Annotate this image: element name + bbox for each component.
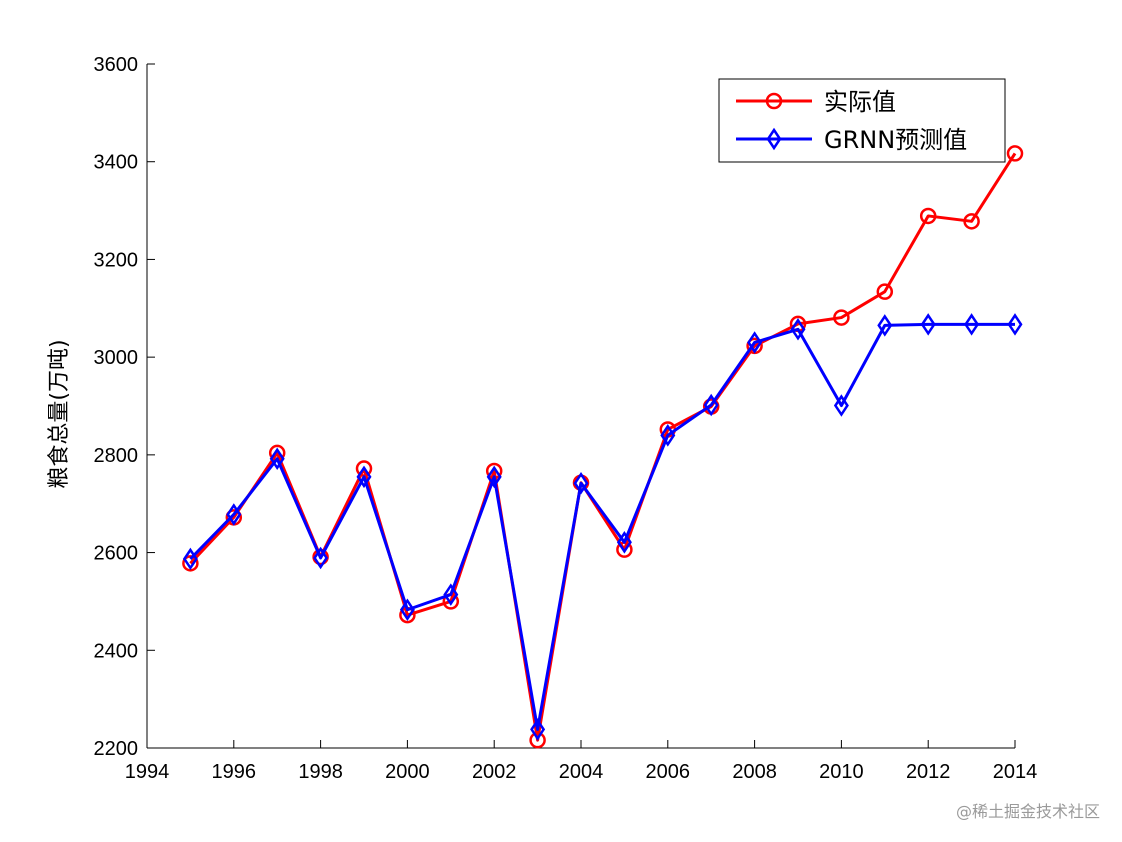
data-point (486, 465, 502, 489)
legend-label: 实际值 (824, 88, 896, 116)
y-tick-label: 3400 (94, 152, 139, 174)
x-tick-label: 1996 (212, 761, 257, 783)
series-line (189, 322, 1015, 731)
legend-box (718, 78, 1006, 163)
x-tick-label: 2014 (993, 761, 1038, 783)
legend-item: 实际值 (736, 88, 896, 116)
series-line (189, 152, 1017, 742)
x-tick-label: 2008 (732, 761, 777, 783)
data-point (399, 598, 415, 621)
data-point (876, 283, 894, 300)
x-tick-label: 2010 (819, 761, 864, 783)
data-point (833, 309, 850, 326)
y-tick-label: 3600 (94, 54, 139, 76)
data-point (963, 213, 980, 230)
legend-label: GRNN预测值 (824, 126, 967, 154)
data-point (182, 547, 198, 571)
y-tick-label: 2200 (94, 738, 139, 760)
data-point (356, 465, 372, 489)
circle-marker-icon (765, 92, 783, 110)
data-point (573, 471, 589, 495)
y-tick-label: 3000 (94, 347, 139, 369)
data-point (313, 546, 329, 570)
y-tick-label: 2600 (94, 543, 139, 565)
data-point (703, 393, 719, 417)
data-point (530, 718, 546, 741)
data-point (269, 447, 285, 471)
x-tick-label: 2000 (385, 761, 430, 783)
data-point (1006, 145, 1024, 162)
series-2 (182, 313, 1023, 741)
y-axis-label: 粮食总量(万吨) (47, 339, 72, 488)
data-point (226, 503, 242, 526)
data-point (919, 207, 937, 225)
data-point (790, 318, 806, 341)
data-point (747, 331, 763, 354)
data-point (877, 314, 893, 337)
x-tick-label: 2004 (559, 761, 604, 783)
plot-area (182, 145, 1024, 749)
series-1 (182, 145, 1024, 749)
x-tick-label: 1998 (298, 761, 343, 783)
y-tick-label: 3200 (94, 249, 139, 271)
data-point (443, 583, 459, 606)
x-tick-label: 2006 (646, 761, 691, 783)
legend-item: GRNN预测值 (736, 126, 967, 154)
data-point (833, 394, 849, 417)
chart-axes: 1994 1996 1998 2000 2002 2004 2006 2008 2010 2012… (94, 54, 1038, 783)
data-point (529, 731, 546, 749)
y-tick-label: 2400 (94, 640, 139, 662)
x-tick-label: 1994 (125, 761, 170, 783)
diamond-marker-icon (766, 127, 782, 151)
data-point (660, 424, 676, 447)
data-point (182, 555, 199, 572)
data-point (1007, 313, 1023, 336)
x-tick-label: 2002 (472, 761, 517, 783)
data-point (920, 313, 936, 336)
legend: 实际值 GRNN预测值 (718, 78, 1006, 163)
x-tick-label: 2012 (906, 761, 951, 783)
y-tick-label: 2800 (94, 445, 139, 467)
data-point (616, 531, 632, 554)
data-point (964, 313, 980, 336)
watermark: @稀土掘金技术社区 (955, 802, 1100, 821)
